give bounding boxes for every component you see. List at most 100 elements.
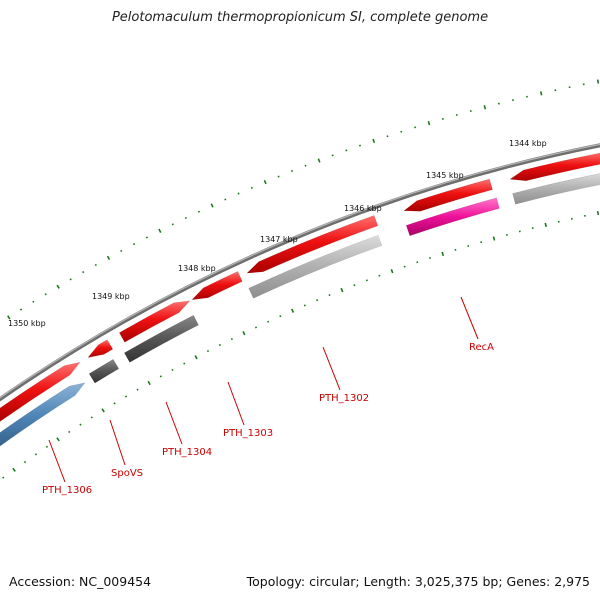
gene-arrow-PTH_1304 [118, 300, 191, 343]
minor-tick [171, 223, 174, 226]
gene-track [0, 152, 600, 447]
minor-tick [279, 315, 282, 318]
minor-tick [428, 257, 431, 260]
minor-tick [316, 299, 319, 302]
map-title: Pelotomaculum thermopropionicum SI, comp… [111, 10, 489, 25]
gene-arrow-PTH_1306 [0, 361, 81, 422]
major-tick [56, 284, 60, 289]
minor-tick [197, 210, 201, 213]
major-tick [7, 315, 11, 320]
minor-tick [365, 279, 368, 282]
minor-tick [23, 460, 27, 464]
backbone-track [0, 143, 600, 402]
minor-tick [218, 343, 221, 347]
minor-tick [254, 326, 258, 329]
major-tick [101, 408, 105, 413]
leader-line-SpoVS [109, 419, 126, 466]
minor-tick [34, 453, 38, 456]
minor-tick [2, 476, 5, 479]
backbone-line [0, 143, 600, 402]
major-tick [390, 268, 394, 274]
gene-arrow-SpoVS [87, 339, 114, 358]
major-tick [340, 287, 344, 293]
major-tick [427, 120, 431, 126]
major-tick [596, 210, 600, 216]
leader-line-PTH_1302 [322, 346, 341, 391]
major-tick [12, 467, 16, 472]
minor-tick [45, 445, 49, 448]
minor-tick [19, 308, 23, 311]
minor-tick [44, 293, 47, 296]
minor-tick [132, 243, 136, 246]
topology-text: Topology: circular; Length: 3,025,375 bp… [246, 574, 590, 589]
major-tick [210, 203, 214, 208]
major-tick [539, 91, 543, 96]
gene-label-PTH_1306: PTH_1306 [42, 485, 92, 496]
reverse-gene-dark-1 [88, 358, 120, 384]
minor-tick [303, 304, 306, 307]
minor-tick [331, 154, 334, 157]
reverse-gene-blue [0, 382, 86, 447]
accession-text: Accession: NC_009454 [9, 574, 152, 589]
gene-label-PTH_1304: PTH_1304 [162, 447, 212, 458]
minor-tick [250, 186, 253, 189]
minor-tick [68, 430, 71, 434]
reverse-gene-dark-2 [123, 314, 199, 363]
gene-label-PTH_1303: PTH_1303 [223, 428, 273, 439]
minor-tick [145, 236, 148, 239]
minor-tick [328, 294, 331, 297]
tick-label-1350-kbp: 1350 kbp [8, 319, 46, 328]
minor-tick [124, 395, 128, 398]
gene-label-PTH_1302: PTH_1302 [319, 393, 369, 404]
minor-tick [237, 192, 240, 195]
tick-label-1344-kbp: 1344 kbp [509, 139, 547, 148]
minor-tick [345, 149, 348, 152]
minor-tick [171, 368, 174, 371]
minor-tick [353, 284, 356, 287]
minor-tick [224, 198, 227, 201]
tick-label-1345-kbp: 1345 kbp [426, 171, 464, 180]
tick-label-1348-kbp: 1348 kbp [178, 264, 216, 273]
major-tick [147, 380, 151, 386]
label-layer: 1344 kbp 1345 kbp 1346 kbp 1347 kbp 1348 kbp… [8, 139, 547, 496]
reverse-gene-light-1 [248, 234, 383, 299]
minor-tick [416, 261, 419, 264]
leader-line-RecA [460, 296, 479, 340]
gene-arrow-PTH_1303 [191, 271, 243, 301]
minor-tick [184, 216, 187, 220]
minor-tick [159, 375, 162, 378]
minor-tick [120, 249, 123, 253]
major-tick [441, 251, 445, 257]
minor-tick [230, 337, 233, 341]
major-tick [263, 179, 267, 185]
major-tick [483, 105, 487, 110]
minor-tick [32, 300, 35, 303]
major-tick [194, 355, 198, 360]
tick-label-1349-kbp: 1349 kbp [92, 292, 130, 301]
minor-tick [304, 164, 307, 167]
tick-track [2, 79, 600, 479]
minor-tick [113, 402, 116, 405]
minor-tick [403, 265, 406, 268]
minor-tick [79, 423, 82, 426]
backbone-highlight [0, 143, 600, 399]
minor-tick [386, 135, 389, 138]
minor-tick [267, 320, 270, 323]
major-tick [242, 331, 246, 336]
minor-tick [136, 388, 139, 391]
minor-tick [277, 175, 280, 178]
major-tick [317, 158, 321, 163]
reverse-gene-light-2 [512, 173, 600, 205]
minor-tick [183, 362, 186, 365]
gene-arrow-next [509, 152, 600, 182]
minor-tick [82, 271, 85, 274]
gene-label-RecA: RecA [469, 342, 494, 353]
major-tick [106, 255, 111, 261]
minor-tick [69, 278, 72, 281]
gene-label-SpoVS: SpoVS [111, 468, 143, 479]
minor-tick [94, 263, 97, 267]
gene-arrow-RecA [403, 178, 493, 212]
minor-tick [378, 274, 381, 277]
tick-label-1347-kbp: 1347 kbp [260, 235, 298, 244]
